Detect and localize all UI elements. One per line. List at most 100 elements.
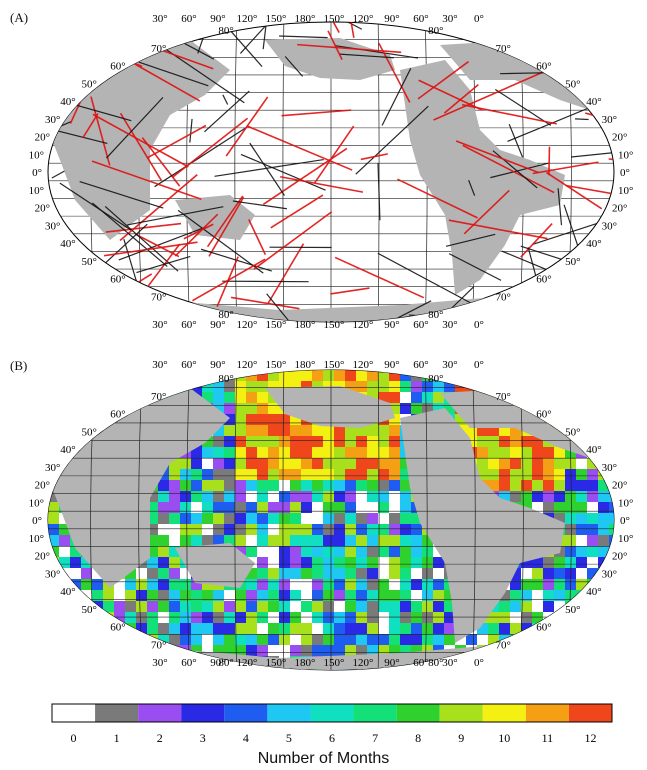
heatmap-cell bbox=[400, 667, 411, 670]
heatmap-cell bbox=[587, 425, 598, 436]
heatmap-cell bbox=[48, 381, 59, 392]
heatmap-cell bbox=[103, 392, 114, 403]
heatmap-cell bbox=[389, 557, 400, 568]
heatmap-cell bbox=[191, 502, 202, 513]
heatmap-cell bbox=[609, 392, 614, 403]
heatmap-cell bbox=[411, 392, 422, 403]
heatmap-cell bbox=[433, 634, 444, 645]
heatmap-cell bbox=[576, 403, 587, 414]
heatmap-cell bbox=[114, 579, 125, 590]
heatmap-cell bbox=[268, 535, 279, 546]
heatmap-cell bbox=[609, 403, 614, 414]
heatmap-cell bbox=[202, 645, 213, 656]
colorbar-swatch bbox=[138, 704, 182, 722]
heatmap-cell bbox=[345, 590, 356, 601]
track-black bbox=[557, 188, 563, 226]
colorbar-tick-label: 5 bbox=[286, 731, 292, 745]
latitude-label-right: 50° bbox=[565, 604, 580, 616]
heatmap-cell bbox=[279, 645, 290, 656]
heatmap-cell bbox=[279, 546, 290, 557]
heatmap-cell bbox=[312, 634, 323, 645]
heatmap-cell bbox=[356, 623, 367, 634]
heatmap-cell bbox=[268, 579, 279, 590]
heatmap-cell bbox=[378, 524, 389, 535]
latitude-label-right: 20° bbox=[612, 480, 627, 492]
heatmap-cell bbox=[290, 645, 301, 656]
heatmap-cell bbox=[70, 656, 81, 667]
heatmap-cell bbox=[543, 502, 554, 513]
heatmap-cell bbox=[598, 546, 609, 557]
heatmap-cell bbox=[378, 502, 389, 513]
heatmap-cell bbox=[169, 612, 180, 623]
heatmap-cell bbox=[70, 601, 81, 612]
heatmap-cell bbox=[136, 612, 147, 623]
heatmap-cell bbox=[521, 469, 532, 480]
heatmap-cell bbox=[92, 634, 103, 645]
heatmap-cell bbox=[444, 612, 455, 623]
track-red bbox=[119, 173, 198, 242]
heatmap-cell bbox=[59, 381, 70, 392]
latitude-label-left: 60° bbox=[110, 409, 125, 421]
heatmap-cell bbox=[180, 458, 191, 469]
heatmap-cell bbox=[114, 370, 125, 381]
meridian-line bbox=[48, 370, 49, 670]
latitude-label-right: 50° bbox=[565, 78, 580, 90]
heatmap-cell bbox=[81, 656, 92, 667]
heatmap-cell bbox=[587, 414, 598, 425]
latitude-label-left: 0° bbox=[32, 167, 42, 179]
heatmap-cell bbox=[565, 370, 576, 381]
heatmap-cell bbox=[576, 579, 587, 590]
heatmap-cell bbox=[378, 612, 389, 623]
longitude-label: 150° bbox=[324, 359, 345, 371]
heatmap-cell bbox=[147, 601, 158, 612]
heatmap-cell bbox=[356, 579, 367, 590]
heatmap-cell bbox=[367, 469, 378, 480]
heatmap-cell bbox=[268, 645, 279, 656]
heatmap-cell bbox=[411, 579, 422, 590]
heatmap-cell bbox=[279, 414, 290, 425]
heatmap-cell bbox=[565, 634, 576, 645]
heatmap-cell bbox=[609, 414, 614, 425]
heatmap-cell bbox=[59, 557, 70, 568]
track-red bbox=[462, 144, 555, 194]
heatmap-cell bbox=[510, 667, 521, 670]
longitude-label: 0° bbox=[474, 359, 484, 371]
heatmap-cell bbox=[587, 645, 598, 656]
heatmap-cell bbox=[224, 381, 235, 392]
track-black bbox=[520, 245, 562, 261]
track-black bbox=[48, 313, 131, 322]
heatmap-cell bbox=[345, 546, 356, 557]
heatmap-cell bbox=[367, 590, 378, 601]
heatmap-cell bbox=[59, 370, 70, 381]
heatmap-cell bbox=[169, 623, 180, 634]
track-red bbox=[513, 22, 603, 44]
heatmap-cell bbox=[70, 579, 81, 590]
heatmap-cell bbox=[510, 469, 521, 480]
heatmap-cell bbox=[213, 590, 224, 601]
heatmap-cell bbox=[202, 436, 213, 447]
latitude-label-right: 40° bbox=[586, 586, 601, 598]
heatmap-cell bbox=[213, 645, 224, 656]
track-black bbox=[571, 148, 614, 158]
heatmap-cell bbox=[422, 623, 433, 634]
heatmap-cell bbox=[279, 370, 290, 381]
longitude-label: 60° bbox=[181, 657, 196, 669]
heatmap-cell bbox=[565, 392, 576, 403]
heatmap-cell bbox=[587, 403, 598, 414]
heatmap-cell bbox=[323, 502, 334, 513]
heatmap-cell bbox=[554, 645, 565, 656]
heatmap-cell bbox=[136, 392, 147, 403]
track-black bbox=[445, 233, 496, 247]
heatmap-cell bbox=[400, 546, 411, 557]
heatmap-cell bbox=[70, 612, 81, 623]
heatmap-cell bbox=[345, 425, 356, 436]
heatmap-cell bbox=[543, 381, 554, 392]
colorbar-tick-label: 0 bbox=[71, 731, 77, 745]
heatmap-cell bbox=[367, 634, 378, 645]
heatmap-cell bbox=[400, 568, 411, 579]
heatmap-cell bbox=[268, 458, 279, 469]
heatmap-cell bbox=[576, 381, 587, 392]
heatmap-cell bbox=[576, 645, 587, 656]
latitude-label-right: 40° bbox=[586, 444, 601, 456]
heatmap-cell bbox=[312, 546, 323, 557]
